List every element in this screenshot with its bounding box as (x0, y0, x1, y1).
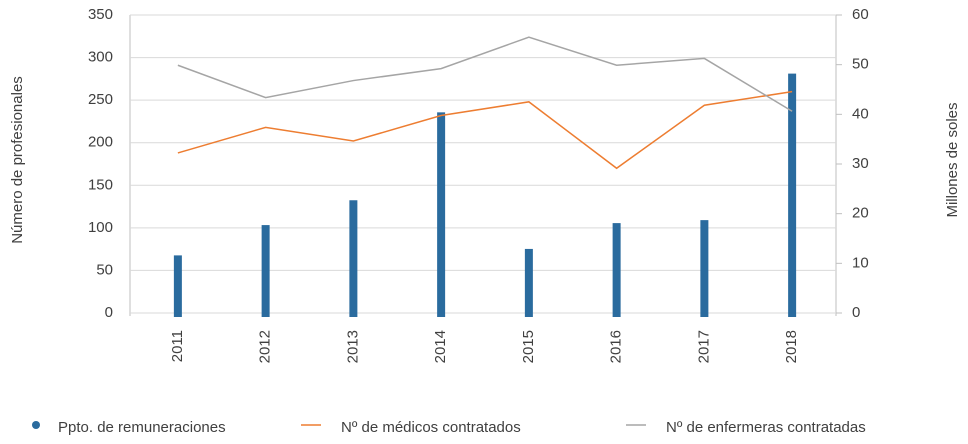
y-tick-label: 100 (88, 219, 113, 236)
line (177, 90, 793, 170)
line (177, 36, 793, 112)
legend-marker (32, 421, 40, 429)
x-tick-label: 2012 (257, 330, 274, 363)
y2-tick-label: 20 (852, 205, 869, 222)
bar (700, 220, 709, 317)
y-axis-title: Número de profesionales (9, 76, 26, 244)
bar (788, 73, 797, 318)
y2-tick-label: 10 (852, 254, 869, 271)
y-tick-label: 150 (88, 176, 113, 193)
bar (173, 255, 182, 317)
x-tick-label: 2015 (520, 330, 537, 363)
bar (612, 223, 621, 317)
bar (349, 200, 358, 317)
y2-tick-label: 40 (852, 105, 869, 122)
y2-tick-label: 50 (852, 56, 869, 73)
bar (524, 248, 533, 317)
legend-label: Ppto. de remuneraciones (58, 419, 226, 436)
y-tick-label: 0 (105, 304, 113, 321)
x-tick-label: 2016 (608, 330, 625, 363)
y-tick-label: 350 (88, 6, 113, 23)
legend-label: Nº de médicos contratados (341, 419, 521, 436)
y-tick-label: 250 (88, 91, 113, 108)
x-tick-label: 2017 (695, 330, 712, 363)
x-tick-label: 2011 (169, 330, 186, 362)
x-tick-label: 2018 (783, 330, 800, 363)
bar (437, 112, 446, 317)
x-tick-label: 2014 (432, 330, 449, 363)
y-tick-label: 300 (88, 49, 113, 66)
y-tick-label: 50 (96, 261, 113, 278)
legend-label: Nº de enfermeras contratadas (666, 419, 866, 436)
y-tick-label: 200 (88, 134, 113, 151)
y2-axis-title: Millones de soles (944, 102, 961, 217)
y2-tick-label: 30 (852, 155, 869, 172)
y2-tick-label: 60 (852, 6, 869, 23)
bar (261, 225, 270, 317)
x-tick-label: 2013 (344, 330, 361, 363)
y2-tick-label: 0 (852, 304, 860, 321)
